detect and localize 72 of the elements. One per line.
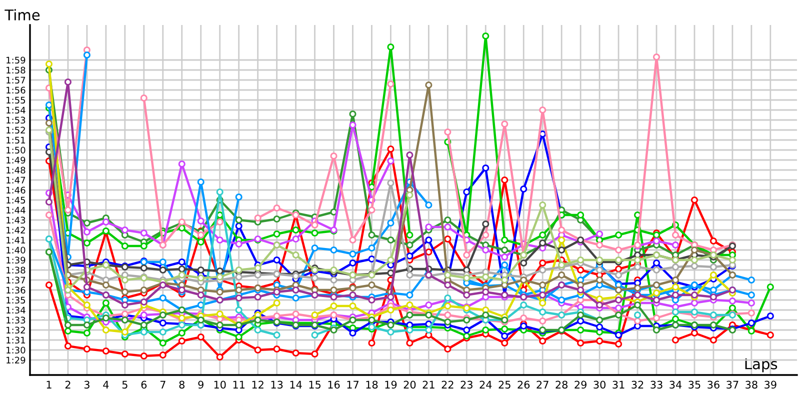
x-tick-label: 6 [141,380,147,389]
x-tick-label: 23 [460,380,472,389]
x-tick-label: 34 [670,380,682,389]
y-tick-label: 1:58 [6,66,26,74]
y-tick-label: 1:46 [6,186,26,194]
y-tick-label: 1:35 [6,296,26,304]
x-tick-label: 36 [708,380,720,389]
y-tick-label: 1:32 [6,326,25,334]
y-tick-label: 1:45 [6,196,26,204]
x-tick-label: 27 [536,380,548,388]
x-axis-title: Laps [745,358,778,372]
x-tick-label: 14 [290,380,302,388]
y-tick-label: 1:43 [6,216,26,224]
y-tick-label: 1:34 [6,306,26,314]
x-tick-label: 33 [650,380,662,389]
x-tick-label: 19 [385,380,397,389]
y-tick-label: 1:29 [6,356,26,364]
y-tick-label: 1:40 [6,246,26,254]
y-axis-title: Time [4,9,40,20]
x-tick-label: 22 [442,380,454,388]
y-tick-label: 1:37 [6,276,26,284]
x-tick-label: 21 [422,380,434,388]
x-tick-label: 39 [764,380,776,389]
y-tick-label: 1:38 [6,266,26,274]
y-tick-label: 1:39 [6,256,26,264]
y-tick-label: 1:53 [6,116,26,124]
x-tick-label: 16 [328,380,340,389]
y-tick-label: 1:42 [6,226,25,234]
x-tick-label: 28 [556,380,568,389]
x-tick-label: 8 [179,380,184,389]
y-tick-label: 1:36 [6,286,26,294]
y-tick-label: 1:47 [6,176,26,184]
y-tick-label: 1:55 [6,96,26,104]
x-tick-label: 4 [103,380,109,388]
x-tick-label: 31 [612,380,624,389]
y-tick-label: 1:54 [6,106,26,114]
x-tick-label: 15 [309,380,320,389]
x-tick-label: 38 [746,380,758,389]
y-tick-label: 1:51 [6,136,25,144]
y-tick-label: 1:57 [6,76,26,84]
y-tick-label: 1:44 [6,206,26,214]
x-tick-label: 18 [366,380,378,389]
y-tick-label: 1:30 [6,346,26,354]
x-tick-label: 26 [518,380,530,389]
x-tick-label: 12 [252,380,264,388]
x-tick-label: 20 [404,380,416,389]
y-tick-label: 1:48 [6,166,26,174]
x-tick-label: 3 [84,380,90,389]
x-tick-label: 32 [632,380,644,389]
y-tick-label: 1:41 [6,236,25,244]
x-tick-label: 13 [271,380,283,389]
x-tick-label: 35 [688,380,700,389]
x-tick-label: 30 [594,380,606,389]
x-tick-label: 7 [160,380,166,388]
y-tick-label: 1:50 [6,146,26,154]
y-tick-label: 1:31 [6,336,25,344]
x-tick-label: 1 [46,380,52,388]
y-tick-label: 1:49 [6,156,26,164]
y-tick-label: 1:56 [6,86,26,94]
x-tick-label: 2 [65,380,70,388]
x-tick-label: 10 [214,380,226,389]
y-tick-label: 1:52 [6,126,25,134]
x-tick-label: 24 [480,380,492,388]
x-tick-label: 25 [498,380,510,389]
x-tick-label: 5 [122,380,128,389]
x-tick-label: 29 [574,380,586,389]
x-tick-label: 11 [233,380,244,388]
x-tick-label: 9 [198,380,204,389]
x-tick-label: 17 [347,380,358,388]
x-tick-label: 37 [726,380,738,389]
y-tick-label: 1:33 [6,316,26,324]
y-tick-label: 1:59 [6,56,26,64]
